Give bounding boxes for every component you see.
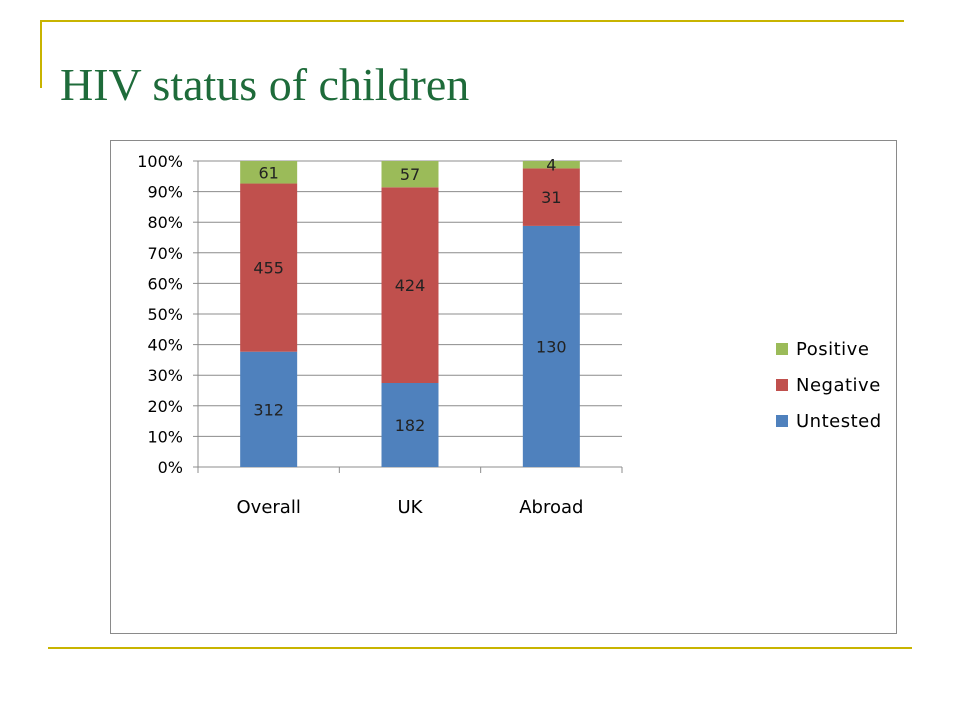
y-tick-label: 40% bbox=[147, 336, 183, 355]
bar-segment-untested bbox=[381, 383, 439, 467]
y-tick-label: 0% bbox=[158, 458, 183, 477]
legend-label: Positive bbox=[796, 339, 869, 360]
data-label: 312 bbox=[253, 400, 284, 419]
y-tick-label: 60% bbox=[147, 274, 183, 293]
data-label: 182 bbox=[395, 416, 426, 435]
y-tick-label: 90% bbox=[147, 183, 183, 202]
bar-segment-positive bbox=[240, 161, 298, 184]
bar-segment-negative bbox=[522, 168, 580, 226]
bar-segment-untested bbox=[522, 225, 580, 467]
legend-swatch bbox=[776, 379, 788, 391]
y-tick-label: 70% bbox=[147, 244, 183, 263]
bar-segment-positive bbox=[381, 161, 439, 188]
data-label: 31 bbox=[541, 188, 561, 207]
y-tick-label: 50% bbox=[147, 305, 183, 324]
y-tick-label: 10% bbox=[147, 427, 183, 446]
data-label: 424 bbox=[395, 276, 426, 295]
x-tick-label: Overall bbox=[237, 497, 301, 518]
bar-segment-untested bbox=[240, 351, 298, 467]
data-label: 61 bbox=[258, 163, 278, 182]
x-tick-label: UK bbox=[398, 497, 424, 518]
legend-swatch bbox=[776, 343, 788, 355]
y-tick-label: 80% bbox=[147, 213, 183, 232]
legend-swatch bbox=[776, 415, 788, 427]
data-label: 57 bbox=[400, 165, 420, 184]
legend-label: Untested bbox=[796, 411, 882, 432]
data-label: 455 bbox=[253, 259, 284, 278]
bottom-accent-line bbox=[48, 647, 912, 649]
y-tick-label: 30% bbox=[147, 366, 183, 385]
x-tick-label: Abroad bbox=[519, 497, 583, 518]
data-label: 4 bbox=[546, 156, 556, 175]
y-tick-label: 100% bbox=[137, 152, 183, 171]
legend-label: Negative bbox=[796, 375, 881, 396]
data-label: 130 bbox=[536, 337, 567, 356]
left-accent-line bbox=[40, 20, 42, 88]
bar-segment-negative bbox=[381, 187, 439, 383]
bar-segment-negative bbox=[240, 183, 298, 352]
y-tick-label: 20% bbox=[147, 397, 183, 416]
slide-title: HIV status of children bbox=[60, 59, 470, 110]
bar-segment-positive bbox=[522, 161, 580, 169]
top-accent-line bbox=[40, 20, 904, 22]
